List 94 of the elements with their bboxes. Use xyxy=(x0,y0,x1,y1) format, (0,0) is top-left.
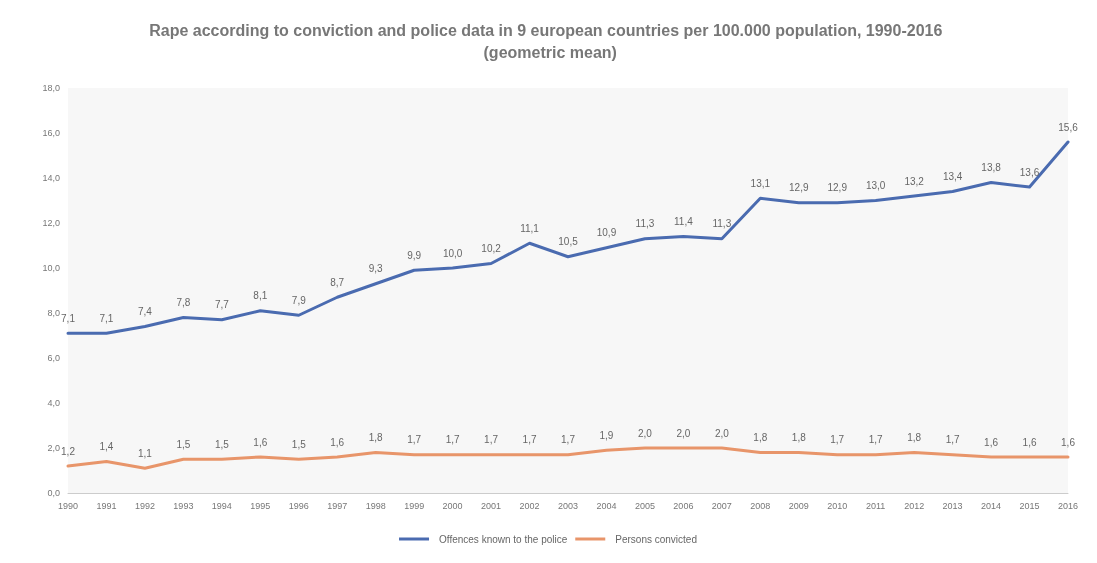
data-label: 13,1 xyxy=(750,177,771,189)
x-tick-label: 2015 xyxy=(1019,500,1040,511)
data-label: 8,7 xyxy=(330,276,345,288)
data-label: 10,5 xyxy=(558,236,579,248)
x-tick-label: 2006 xyxy=(673,500,694,511)
y-tick-label: 2,0 xyxy=(47,443,60,453)
x-tick-label: 2001 xyxy=(481,500,502,511)
y-tick-label: 6,0 xyxy=(47,353,60,363)
x-tick-label: 2016 xyxy=(1057,500,1079,511)
x-tick-label: 2002 xyxy=(519,500,540,511)
y-tick-label: 10,0 xyxy=(42,263,60,273)
x-tick-label: 1998 xyxy=(365,500,386,511)
data-label: 7,9 xyxy=(291,294,307,306)
x-tick-label: 2008 xyxy=(750,500,771,511)
x-tick-label: 1994 xyxy=(211,500,232,511)
y-tick-label: 0,0 xyxy=(47,488,60,498)
y-tick-label: 12,0 xyxy=(42,218,60,228)
data-label: 8,1 xyxy=(253,290,268,302)
data-label: 1,9 xyxy=(599,429,614,441)
x-tick-label: 2000 xyxy=(442,500,463,511)
data-label: 12,9 xyxy=(827,182,848,194)
x-tick-label: 2005 xyxy=(634,500,655,511)
x-tick-label: 1993 xyxy=(173,500,194,511)
data-label: 1,6 xyxy=(984,436,999,448)
y-tick-label: 18,0 xyxy=(42,83,60,93)
data-label: 11,3 xyxy=(635,218,655,230)
data-label: 1,4 xyxy=(99,441,114,452)
data-label: 7,8 xyxy=(176,297,191,308)
data-label: 2,0 xyxy=(676,427,691,439)
data-label: 9,9 xyxy=(407,249,422,261)
x-tick-label: 1996 xyxy=(288,500,309,511)
x-tick-label: 2007 xyxy=(711,500,732,511)
data-label: 2,0 xyxy=(637,427,653,439)
x-tick-label: 1990 xyxy=(57,500,79,511)
data-label: 10,9 xyxy=(596,227,617,239)
data-label: 12,9 xyxy=(789,182,809,194)
data-label: 1,5 xyxy=(291,438,307,450)
data-label: 11,3 xyxy=(712,218,732,230)
data-label: 10,2 xyxy=(481,243,502,254)
data-label: 1,1 xyxy=(137,447,153,459)
chart-title: Rape according to conviction and police data in 9 european countries per 100.000 population, 1990-2016 (geometric mean) xyxy=(149,21,947,61)
data-label: 1,7 xyxy=(522,434,537,446)
data-label: 10,0 xyxy=(442,247,463,259)
data-label: 1,8 xyxy=(907,432,922,443)
data-label: 13,2 xyxy=(904,175,925,187)
data-label: 7,7 xyxy=(214,299,230,311)
y-tick-label: 14,0 xyxy=(42,173,60,183)
data-label: 13,8 xyxy=(981,162,1002,173)
data-label: 1,7 xyxy=(561,434,576,446)
legend-label: Offences known to the police xyxy=(439,533,568,545)
x-tick-label: 2012 xyxy=(904,500,925,511)
data-label: 1,6 xyxy=(1022,436,1037,448)
data-label: 13,6 xyxy=(1019,166,1040,178)
data-label: 1,7 xyxy=(445,434,460,446)
x-tick-label: 2013 xyxy=(942,500,963,511)
x-tick-label: 1999 xyxy=(404,500,425,511)
x-tick-label: 2004 xyxy=(596,500,617,511)
x-tick-label: 2010 xyxy=(827,500,848,511)
y-tick-label: 16,0 xyxy=(42,128,60,138)
data-label: 1,7 xyxy=(945,434,960,446)
data-label: 1,6 xyxy=(253,436,268,448)
x-tick-label: 1991 xyxy=(96,500,117,511)
data-label: 1,6 xyxy=(1061,436,1076,448)
data-label: 1,7 xyxy=(407,434,422,446)
x-tick-label: 1992 xyxy=(134,500,155,511)
data-label: 7,1 xyxy=(99,312,114,324)
data-label: 11,4 xyxy=(674,216,694,227)
data-label: 13,4 xyxy=(942,171,963,182)
y-tick-label: 4,0 xyxy=(47,398,60,408)
data-label: 1,5 xyxy=(214,438,230,450)
data-label: 11,1 xyxy=(520,222,540,234)
x-tick-label: 2009 xyxy=(788,500,809,511)
data-label: 15,6 xyxy=(1058,121,1079,133)
x-tick-label: 2011 xyxy=(866,500,886,511)
x-tick-label: 2014 xyxy=(981,500,1002,511)
data-label: 1,7 xyxy=(830,434,845,446)
data-label: 7,4 xyxy=(137,306,153,317)
data-label: 1,5 xyxy=(176,438,191,450)
data-label: 2,0 xyxy=(714,427,730,439)
data-label: 9,3 xyxy=(368,263,384,275)
y-tick-label: 8,0 xyxy=(47,308,60,318)
x-tick-label: 1997 xyxy=(327,500,348,511)
data-label: 1,8 xyxy=(753,432,768,443)
data-label: 1,8 xyxy=(368,432,384,443)
data-label: 1,8 xyxy=(791,432,807,443)
data-label: 13,0 xyxy=(865,180,886,191)
x-tick-label: 1995 xyxy=(250,500,271,511)
data-label: 1,2 xyxy=(61,445,76,457)
data-label: 7,1 xyxy=(61,312,76,324)
data-label: 1,6 xyxy=(330,436,345,448)
x-tick-label: 2003 xyxy=(557,500,579,511)
data-label: 1,7 xyxy=(868,434,884,446)
data-label: 1,7 xyxy=(484,434,499,446)
legend-label: Persons convicted xyxy=(615,533,697,545)
